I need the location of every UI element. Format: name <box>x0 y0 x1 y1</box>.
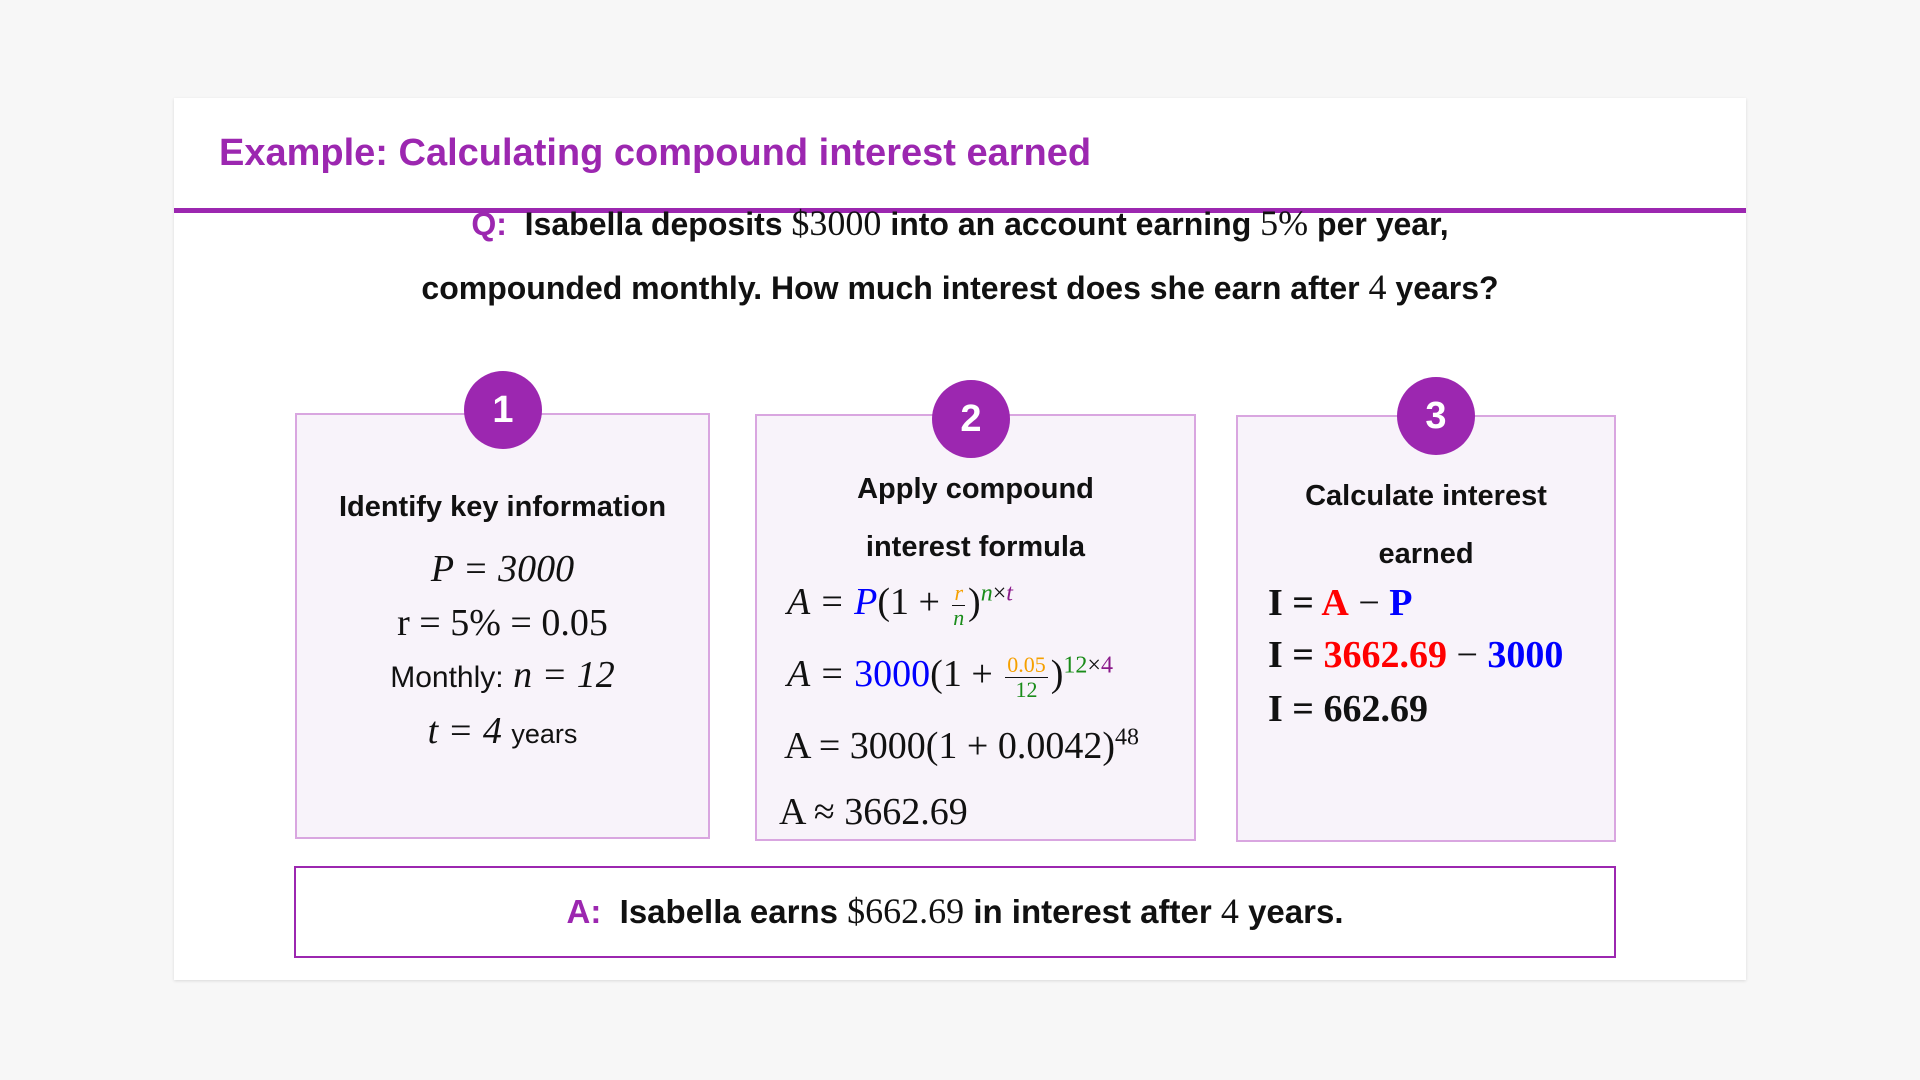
example-card: Example: Calculating compound interest e… <box>174 98 1746 980</box>
title-divider <box>174 208 1746 213</box>
step-2-box: Apply compound interest formula A = P(1 … <box>755 414 1196 841</box>
math: (1 + <box>930 653 1003 695</box>
math: t = 4 <box>427 710 502 752</box>
math: A ≈ 3662.69 <box>779 791 968 833</box>
page-title: Example: Calculating compound interest e… <box>219 132 1092 174</box>
answer-text: years. <box>1248 893 1344 930</box>
question-label: Q: <box>471 206 507 242</box>
math: A <box>1321 582 1349 624</box>
question-text: into an account earning <box>890 206 1252 242</box>
numerator: 0.05 <box>1005 651 1048 678</box>
step-1-line-t: t = 4 years <box>297 709 708 753</box>
question-text: per year, <box>1317 206 1449 242</box>
step-3-formula: I = A − P <box>1268 581 1412 625</box>
answer-box: A: Isabella earns $662.69 in interest af… <box>294 866 1616 958</box>
denominator: n <box>952 604 965 630</box>
math: 3000 <box>1487 634 1564 676</box>
step-3-substitution: I = 3662.69 − 3000 <box>1268 633 1563 677</box>
answer-text: in interest after <box>973 893 1212 930</box>
math: × <box>992 580 1007 607</box>
denominator: 12 <box>1015 676 1038 702</box>
step-2-formula: A = P(1 + r n)n×t <box>787 580 1013 630</box>
math: P <box>1389 582 1413 624</box>
math: 12 <box>1063 652 1088 679</box>
answer-text: Isabella earns <box>619 893 838 930</box>
math: A = 3000(1 + 0.0042) <box>784 725 1116 767</box>
math: P = 3000 <box>430 548 575 590</box>
math: ) <box>968 581 981 623</box>
step-3-heading-2: earned <box>1378 538 1474 570</box>
math: I = <box>1268 634 1324 676</box>
step-1-line-r: r = 5% = 0.05 <box>297 601 708 645</box>
math: n <box>953 604 965 630</box>
step-1-line-p: P = 3000 <box>297 547 708 591</box>
math: − <box>1446 634 1488 676</box>
step-2-substitution: A = 3000(1 + 0.05 12)12×4 <box>787 652 1113 702</box>
step-2-result: A ≈ 3662.69 <box>779 790 968 834</box>
question-rate: 5% <box>1260 203 1309 243</box>
step-2-badge: 2 <box>932 380 1010 458</box>
question-line-2: compounded monthly. How much interest do… <box>174 262 1746 313</box>
math: × <box>1087 652 1101 679</box>
step-1-heading: Identify key information <box>338 491 667 523</box>
answer-label: A: <box>566 893 602 930</box>
answer-amount: $662.69 <box>847 891 965 931</box>
math: A = <box>787 581 855 623</box>
exponent: 48 <box>1115 724 1140 751</box>
math: r <box>954 579 964 605</box>
math: (1 + <box>877 581 950 623</box>
step-2-heading-2: interest formula <box>865 531 1086 563</box>
step-1-box: Identify key information P = 3000 r = 5%… <box>295 413 710 839</box>
step-2-heading-1: Apply compound <box>857 473 1094 505</box>
math: 3662.69 <box>1323 634 1447 676</box>
math: I = <box>1268 582 1322 624</box>
math: t <box>1006 580 1013 607</box>
math: ) <box>1050 653 1064 695</box>
math: − <box>1348 582 1390 624</box>
label: Monthly: <box>390 661 504 694</box>
math: 3000 <box>854 653 931 695</box>
question-text: Isabella deposits <box>524 206 783 242</box>
math: I = 662.69 <box>1268 688 1428 730</box>
question-years: 4 <box>1368 267 1387 307</box>
math: A = <box>787 653 855 695</box>
question-text: compounded monthly. How much interest do… <box>421 270 1360 306</box>
question-line-1: Q: Isabella deposits $3000 into an accou… <box>174 198 1746 249</box>
math: n <box>980 580 993 607</box>
math: P <box>854 581 878 623</box>
step-3-box: Calculate interest earned I = A − P I = … <box>1236 415 1616 842</box>
step-1-badge: 1 <box>464 371 542 449</box>
question-amount: $3000 <box>791 203 882 243</box>
question-text: years? <box>1395 270 1499 306</box>
step-3-badge: 3 <box>1397 377 1475 455</box>
step-2-simplified: A = 3000(1 + 0.0042)48 <box>784 724 1139 768</box>
step-3-result: I = 662.69 <box>1268 687 1428 731</box>
unit: years <box>511 719 578 749</box>
fraction: 0.05 12 <box>1005 651 1048 702</box>
math: 4 <box>1100 652 1113 679</box>
numerator: r <box>952 579 966 606</box>
math: r = 5% = 0.05 <box>397 602 608 644</box>
math: n = 12 <box>513 654 615 696</box>
answer-years: 4 <box>1220 891 1239 931</box>
step-1-line-n: Monthly: n = 12 <box>297 653 708 697</box>
step-3-heading-1: Calculate interest <box>1305 480 1547 512</box>
